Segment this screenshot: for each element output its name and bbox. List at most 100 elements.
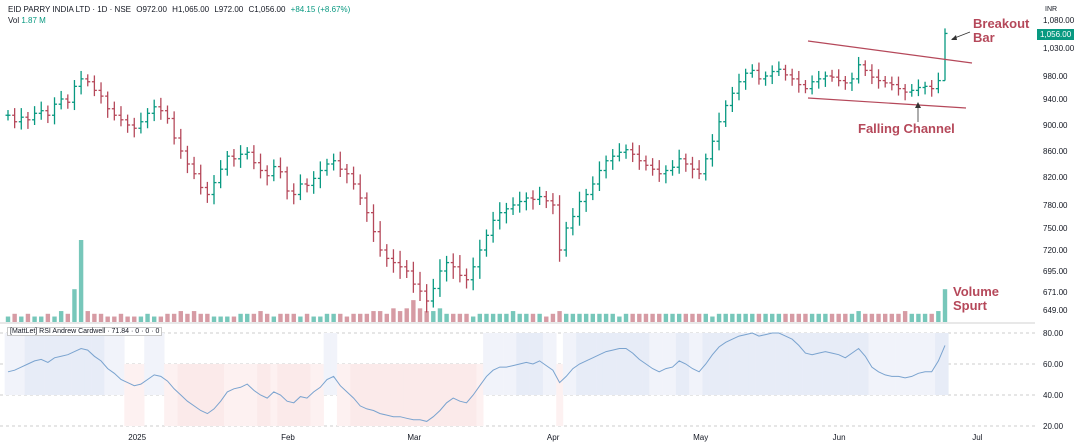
last-price-badge: 1,056.00 bbox=[1037, 29, 1075, 40]
volume-bar bbox=[843, 313, 848, 322]
rsi-regime-band bbox=[941, 333, 949, 395]
breakout-annotation: Breakout Bar bbox=[973, 17, 1029, 45]
volume-bar bbox=[132, 316, 137, 322]
volume-bar bbox=[902, 311, 908, 322]
rsi-regime-band bbox=[562, 333, 570, 395]
volume-bar bbox=[896, 313, 901, 322]
volume-bar bbox=[464, 313, 469, 322]
volume-bar bbox=[590, 313, 595, 322]
volume-bar bbox=[623, 313, 629, 322]
volume-bar bbox=[404, 308, 409, 322]
rsi-indicator-header[interactable]: [MattLet] RSI Andrew Cardwell · 71.84 · … bbox=[7, 327, 163, 336]
volume-bar bbox=[39, 316, 44, 322]
rsi-regime-band bbox=[91, 333, 99, 395]
rsi-regime-band bbox=[649, 333, 657, 395]
channel-lower-line bbox=[807, 97, 967, 109]
rsi-regime-band bbox=[363, 364, 371, 426]
rsi-regime-band bbox=[270, 364, 278, 426]
volume-bar bbox=[670, 313, 675, 322]
rsi-regime-band bbox=[263, 364, 271, 426]
volume-bar bbox=[205, 313, 210, 322]
volume-bar bbox=[417, 308, 423, 322]
price-axis-tick: 1,080.00 bbox=[1043, 16, 1075, 25]
rsi-regime-band bbox=[64, 333, 72, 395]
rsi-regime-band bbox=[788, 333, 796, 395]
volume-bar bbox=[922, 313, 928, 322]
volume-bar bbox=[72, 289, 77, 322]
volume-bar bbox=[19, 316, 24, 322]
rsi-regime-band bbox=[250, 364, 258, 426]
volume-bar bbox=[583, 313, 589, 322]
volume-bar bbox=[318, 316, 323, 322]
volume-bar bbox=[916, 313, 921, 322]
rsi-regime-band bbox=[356, 364, 364, 426]
rsi-regime-band bbox=[150, 333, 158, 395]
rsi-regime-band bbox=[336, 364, 344, 426]
volume-bar bbox=[251, 313, 257, 322]
price-axis-tick: 940.00 bbox=[1043, 95, 1068, 104]
volume-bar bbox=[225, 316, 230, 322]
volume-bar bbox=[524, 313, 529, 322]
volume-bar bbox=[271, 316, 277, 322]
volume-bar bbox=[690, 313, 695, 322]
rsi-regime-band bbox=[841, 333, 849, 395]
rsi-regime-band bbox=[476, 364, 484, 426]
volume-bar bbox=[284, 313, 290, 322]
rsi-regime-band bbox=[184, 364, 192, 426]
volume-bar bbox=[311, 316, 316, 322]
rsi-regime-band bbox=[768, 333, 776, 395]
volume-bar bbox=[863, 313, 868, 322]
rsi-regime-band bbox=[815, 333, 823, 395]
vol-value: 1.87 M bbox=[21, 16, 46, 25]
rsi-regime-band bbox=[449, 364, 457, 426]
rsi-regime-band bbox=[589, 333, 597, 395]
volume-bar bbox=[258, 311, 263, 322]
volume-bar bbox=[663, 313, 669, 322]
rsi-regime-band bbox=[762, 333, 770, 395]
volume-bar bbox=[331, 313, 336, 322]
rsi-regime-band bbox=[822, 333, 830, 395]
volume-bar bbox=[550, 313, 556, 322]
rsi-regime-band bbox=[130, 364, 138, 426]
volume-bar bbox=[603, 313, 609, 322]
volume-bar bbox=[776, 313, 782, 322]
price-axis-tick: 860.00 bbox=[1043, 147, 1068, 156]
volume-bar bbox=[676, 313, 682, 322]
low-value: L972.00 bbox=[214, 5, 244, 14]
rsi-regime-band bbox=[755, 333, 763, 395]
rsi-regime-band bbox=[616, 333, 623, 395]
rsi-regime-band bbox=[935, 333, 942, 395]
volume-bar bbox=[45, 313, 51, 322]
rsi-regime-band bbox=[888, 333, 896, 395]
volume-bar bbox=[211, 316, 217, 322]
channel-annotation: Falling Channel bbox=[858, 121, 955, 136]
volume-bar bbox=[477, 313, 483, 322]
rsi-regime-band bbox=[11, 333, 19, 395]
volume-bar bbox=[264, 313, 270, 322]
volume-bar bbox=[723, 313, 728, 322]
volume-bar bbox=[358, 313, 363, 322]
rsi-regime-band bbox=[197, 364, 205, 426]
volume-bar bbox=[58, 311, 64, 322]
volume-header: Vol 1.87 M bbox=[8, 16, 46, 25]
rsi-regime-band bbox=[210, 364, 218, 426]
rsi-regime-band bbox=[928, 333, 936, 395]
volume-bar bbox=[544, 316, 549, 322]
volume-bar bbox=[25, 313, 31, 322]
rsi-regime-band bbox=[297, 364, 305, 426]
rsi-regime-band bbox=[742, 333, 750, 395]
rsi-regime-band bbox=[350, 364, 358, 426]
chart-header: EID PARRY INDIA LTD · 1D · NSE O972.00 H… bbox=[8, 5, 353, 14]
volume-bar bbox=[105, 316, 110, 322]
rsi-regime-band bbox=[111, 333, 118, 395]
rsi-regime-band bbox=[689, 333, 697, 395]
rsi-regime-band bbox=[4, 333, 12, 395]
volume-bar bbox=[165, 313, 170, 322]
time-axis-tick: May bbox=[693, 433, 708, 442]
rsi-regime-band bbox=[310, 364, 318, 426]
volume-bar bbox=[138, 316, 144, 322]
volume-bar bbox=[750, 313, 755, 322]
rsi-regime-band bbox=[237, 364, 245, 426]
change-value: +84.15 (+8.67%) bbox=[290, 5, 351, 14]
